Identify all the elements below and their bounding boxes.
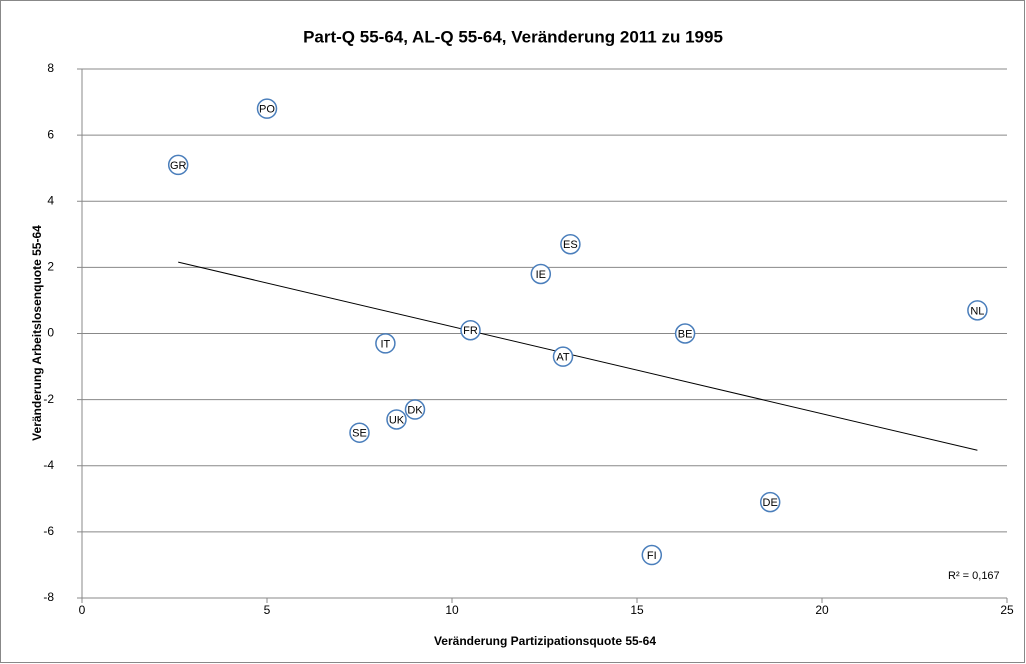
point-label: NL <box>970 305 984 317</box>
point <box>386 409 407 430</box>
point <box>460 319 481 341</box>
y-tick-label: 2 <box>47 260 54 274</box>
point <box>167 154 189 176</box>
point <box>404 399 426 420</box>
y-tick-label: 8 <box>47 61 54 75</box>
point <box>674 323 696 344</box>
point-label: SE <box>352 428 367 440</box>
point-label: ES <box>563 239 578 251</box>
point <box>641 544 663 566</box>
x-tick-label: 20 <box>815 603 829 617</box>
chart-title: Part-Q 55-64, AL-Q 55-64, Veränderung 20… <box>303 27 723 46</box>
point-label: IT <box>381 338 391 350</box>
point <box>967 300 988 321</box>
point-label: IE <box>536 269 546 281</box>
y-tick-label: 4 <box>47 193 54 207</box>
point <box>256 98 278 119</box>
point-label: GR <box>170 160 187 172</box>
y-tick-label: -8 <box>43 590 54 604</box>
point <box>530 263 552 285</box>
y-axis-label: Veränderung Arbeitslosenquote 55-64 <box>30 225 44 441</box>
y-tick-label: 0 <box>47 326 54 340</box>
y-tick-label: -6 <box>43 524 54 538</box>
point <box>759 491 781 513</box>
x-tick-label: 0 <box>79 603 86 617</box>
x-tick-label: 10 <box>445 603 459 617</box>
y-tick-label: -2 <box>43 392 54 406</box>
x-tick-label: 25 <box>1000 603 1014 617</box>
point <box>375 333 396 354</box>
point-label: BE <box>678 328 693 340</box>
point <box>560 233 581 255</box>
point-label: PO <box>259 104 275 116</box>
x-tick-label: 15 <box>630 603 644 617</box>
point-label: FR <box>463 325 478 337</box>
point <box>552 346 574 367</box>
point-label: AT <box>556 352 570 364</box>
x-axis-label: Veränderung Partizipationsquote 55-64 <box>434 634 656 648</box>
point-label: FI <box>647 550 657 562</box>
point-label: DE <box>763 497 778 509</box>
point <box>349 422 370 443</box>
trendline <box>178 261 978 451</box>
x-tick-label: 5 <box>264 603 271 617</box>
point-label: UK <box>389 414 405 426</box>
y-tick-label: 6 <box>47 127 54 141</box>
y-tick-label: -4 <box>43 458 54 472</box>
trendline-label: R² = 0,167 <box>948 570 1000 582</box>
point-label: DK <box>407 404 423 416</box>
